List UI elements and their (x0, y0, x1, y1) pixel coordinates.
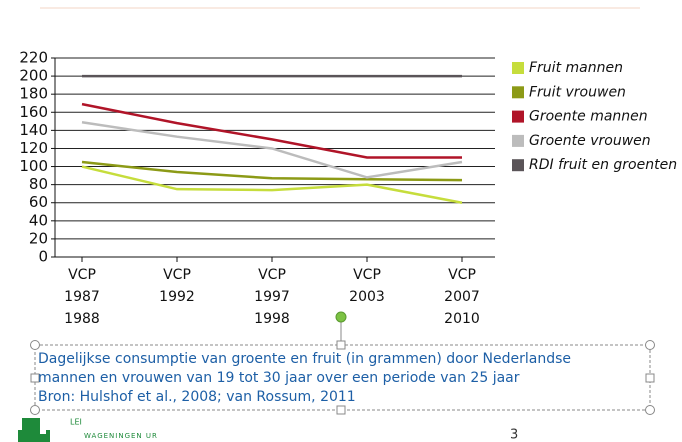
y-tick-label: 80 (29, 175, 48, 193)
handle[interactable] (336, 340, 346, 350)
legend-label: Fruit mannen (529, 60, 623, 76)
x-tick-label: VCP 1992 (159, 267, 195, 305)
resize-handles[interactable] (30, 340, 655, 415)
y-tick-label: 160 (19, 103, 48, 121)
y-tick-label: 20 (29, 229, 48, 247)
legend-label: Groente vrouwen (529, 133, 651, 149)
legend-swatch (512, 159, 524, 172)
x-tick-label: VCP 2007 2010 (444, 267, 480, 327)
series-line (81, 120, 463, 179)
y-tick-label: 100 (19, 157, 48, 175)
logo-bottom: WAGENINGEN UR (84, 432, 158, 440)
y-tick-label: 180 (19, 85, 48, 103)
series-line (81, 102, 462, 159)
caption-line: Bron: Hulshof et al., 2008; van Rossum, … (38, 389, 356, 405)
series-line (81, 160, 463, 182)
logo: LEI WAGENINGEN UR (18, 418, 158, 442)
caption-line: mannen en vrouwen van 19 tot 30 jaar ove… (38, 370, 520, 386)
x-tick-label: VCP 1987 1988 (64, 267, 100, 327)
y-tick-label: 40 (29, 211, 48, 229)
handle[interactable] (30, 340, 40, 350)
handle[interactable] (645, 373, 655, 383)
y-tick-label: 120 (19, 139, 48, 157)
legend-label: Fruit vrouwen (529, 84, 626, 100)
handle[interactable] (30, 405, 40, 415)
legend-label: Groente mannen (529, 109, 648, 125)
y-tick-label: 220 (19, 49, 48, 67)
legend-swatch (512, 134, 524, 147)
logo-top: LEI (70, 418, 82, 427)
y-tick-label: 140 (19, 121, 48, 139)
page-number: 3 (510, 428, 518, 442)
logo-mark (18, 418, 50, 442)
caption[interactable]: Dagelijkse consumptie van groente en fru… (38, 350, 650, 407)
legend-swatch (512, 86, 524, 99)
legend-label: RDI fruit en groenten (529, 157, 677, 173)
handle[interactable] (645, 405, 655, 415)
legend-swatch (512, 110, 524, 123)
handle[interactable] (645, 340, 655, 350)
legend-swatch (512, 62, 524, 74)
rotate-handle[interactable] (335, 311, 347, 323)
series-line (81, 165, 463, 204)
x-tick-label: VCP 1997 1998 (254, 267, 290, 327)
y-tick-label: 200 (19, 67, 48, 85)
handle[interactable] (336, 405, 346, 415)
x-tick-label: VCP 2003 (349, 267, 385, 305)
y-tick-label: 60 (29, 193, 48, 211)
caption-line: Dagelijkse consumptie van groente en fru… (38, 351, 571, 367)
handle[interactable] (30, 373, 40, 383)
y-tick-label: 0 (38, 248, 48, 266)
